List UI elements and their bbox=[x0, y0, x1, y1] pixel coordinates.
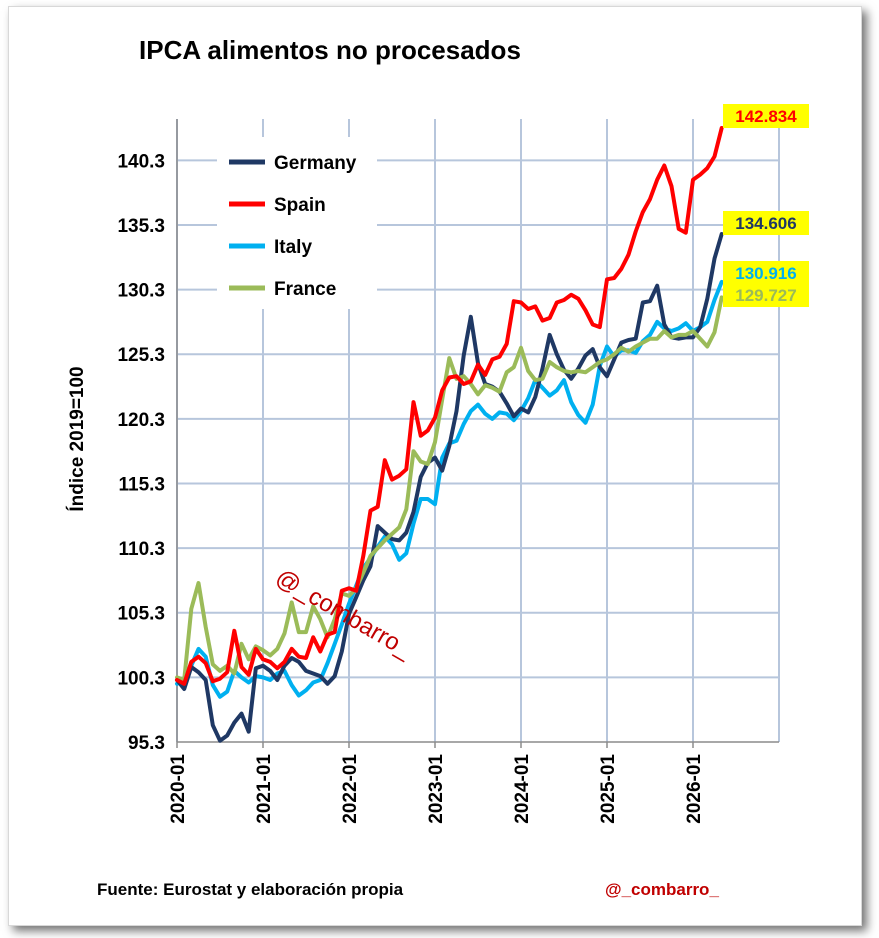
end-label-bg-italy bbox=[723, 261, 809, 285]
y-tick-label: 130.3 bbox=[117, 281, 165, 302]
legend-label-spain: Spain bbox=[274, 195, 326, 216]
end-label-italy: 130.916 bbox=[735, 264, 796, 283]
x-tick-labels: 2020-01 2021-01 2022-01 2023-01 2024-01 2025-… bbox=[168, 742, 705, 824]
end-label-france: 129.727 bbox=[735, 286, 796, 305]
end-label-germany: 134.606 bbox=[735, 214, 796, 233]
legend-label-france: France bbox=[274, 279, 336, 300]
legend-box bbox=[217, 137, 377, 309]
legend: Germany Spain Italy France bbox=[217, 137, 377, 309]
y-tick-label: 105.3 bbox=[117, 604, 165, 625]
x-tick-label: 2024-01 bbox=[512, 754, 533, 824]
y-tick-label: 115.3 bbox=[119, 474, 166, 495]
chart-title: IPCA alimentos no procesados bbox=[139, 35, 521, 65]
y-tick-label: 125.3 bbox=[117, 345, 165, 366]
end-labels: 142.834 134.606 130.916 129.727 bbox=[723, 104, 809, 307]
x-tick-label: 2025-01 bbox=[598, 754, 619, 824]
y-axis-label: Índice 2019=100 bbox=[66, 366, 88, 511]
y-tick-label: 95.3 bbox=[128, 733, 165, 754]
source-note: Fuente: Eurostat y elaboración propia bbox=[97, 880, 404, 899]
y-tick-labels: 95.3 100.3 105.3 110.3 115.3 120.3 125.3 130.3 1… bbox=[117, 151, 165, 754]
y-tick-label: 140.3 bbox=[117, 151, 165, 172]
x-tick-label: 2023-01 bbox=[426, 754, 447, 824]
end-label-bg-france bbox=[723, 283, 809, 307]
x-tick-label: 2026-01 bbox=[684, 754, 705, 824]
y-tick-label: 120.3 bbox=[117, 410, 165, 431]
y-tick-label: 135.3 bbox=[117, 216, 165, 237]
y-tick-label: 110.3 bbox=[119, 539, 166, 560]
x-tick-label: 2022-01 bbox=[340, 754, 361, 824]
x-tick-label: 2021-01 bbox=[254, 754, 275, 824]
chart-frame: IPCA alimentos no procesados 95.3 100.3 10… bbox=[8, 6, 862, 926]
end-label-bg-spain bbox=[723, 104, 809, 128]
end-label-spain: 142.834 bbox=[735, 107, 797, 126]
legend-label-italy: Italy bbox=[274, 237, 312, 258]
series-lines bbox=[175, 126, 724, 743]
x-tick-label: 2020-01 bbox=[168, 754, 189, 824]
legend-label-germany: Germany bbox=[274, 153, 357, 174]
series-line-spain bbox=[175, 126, 724, 686]
end-label-bg-germany bbox=[723, 211, 809, 235]
y-tick-label: 100.3 bbox=[117, 668, 165, 689]
author-handle: @_combarro_ bbox=[605, 880, 719, 899]
series-line-france bbox=[175, 295, 724, 682]
series-line-germany bbox=[175, 232, 724, 743]
chart-svg: IPCA alimentos no procesados 95.3 100.3 10… bbox=[66, 35, 809, 899]
